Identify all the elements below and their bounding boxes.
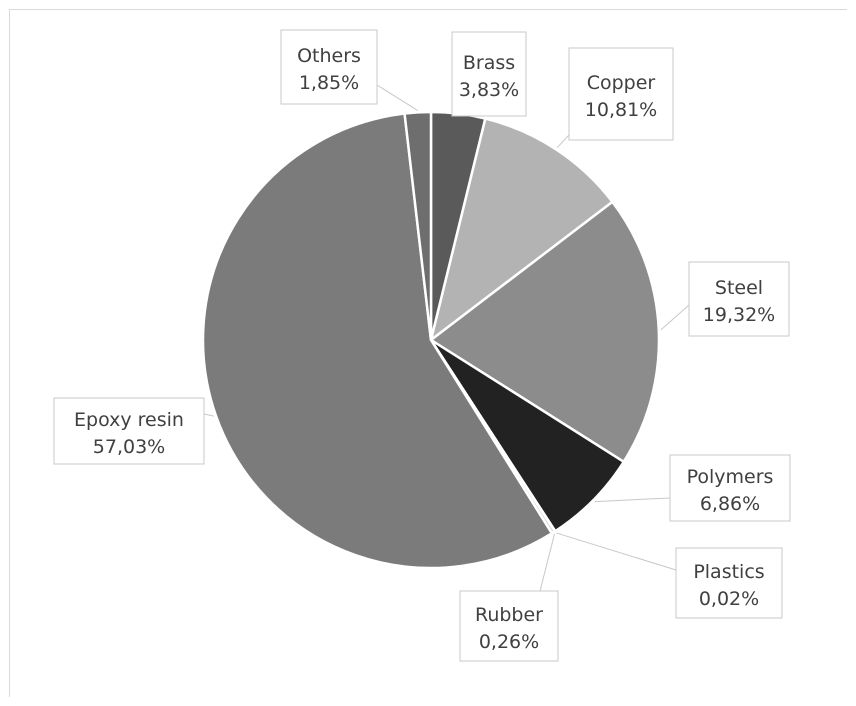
data-label-value-others: 1,85% bbox=[299, 72, 359, 94]
data-label-name-steel: Steel bbox=[715, 277, 763, 299]
data-label-value-plastics: 0,02% bbox=[699, 588, 759, 610]
data-labels: Brass 3,83% Copper 10,81% Steel 19,32% Polymer… bbox=[53, 29, 791, 662]
leader-line-epoxy-resin bbox=[203, 413, 215, 417]
pie-slice-others bbox=[403, 110, 433, 342]
data-label-name-others: Others bbox=[297, 45, 361, 67]
data-label-box-polymers bbox=[669, 454, 791, 522]
pie-slices bbox=[201, 110, 661, 570]
data-label-value-brass: 3,83% bbox=[459, 79, 519, 101]
leader-line-others bbox=[376, 84, 418, 111]
data-label-name-epoxy-resin: Epoxy resin bbox=[74, 409, 184, 431]
data-label-name-rubber: Rubber bbox=[475, 604, 543, 626]
data-label-value-rubber: 0,26% bbox=[479, 631, 539, 653]
data-label-name-polymers: Polymers bbox=[687, 466, 774, 488]
data-label-name-plastics: Plastics bbox=[693, 561, 764, 583]
data-label-value-polymers: 6,86% bbox=[700, 493, 760, 515]
leader-line-plastics bbox=[556, 532, 677, 571]
data-label-box-copper bbox=[568, 47, 674, 141]
pie-slice-epoxy-resin bbox=[201, 112, 554, 570]
pie-slice-steel bbox=[429, 200, 661, 464]
leader-line-steel bbox=[660, 304, 690, 331]
data-label-value-epoxy-resin: 57,03% bbox=[93, 436, 165, 458]
data-label-box-rubber bbox=[459, 590, 559, 662]
data-label-name-copper: Copper bbox=[587, 72, 656, 94]
data-label-box-others bbox=[280, 29, 378, 105]
data-label-name-brass: Brass bbox=[463, 52, 515, 74]
pie-slice-copper bbox=[429, 117, 614, 342]
data-label-box-plastics bbox=[675, 547, 783, 619]
data-label-value-steel: 19,32% bbox=[703, 304, 775, 326]
data-label-box-epoxy-resin bbox=[53, 397, 205, 465]
leader-line-polymers bbox=[594, 497, 671, 503]
leader-line-rubber bbox=[539, 533, 555, 592]
chart-frame bbox=[9, 9, 847, 697]
data-label-value-copper: 10,81% bbox=[585, 99, 657, 121]
data-label-box-brass bbox=[451, 31, 527, 117]
data-label-box-steel bbox=[688, 261, 790, 337]
